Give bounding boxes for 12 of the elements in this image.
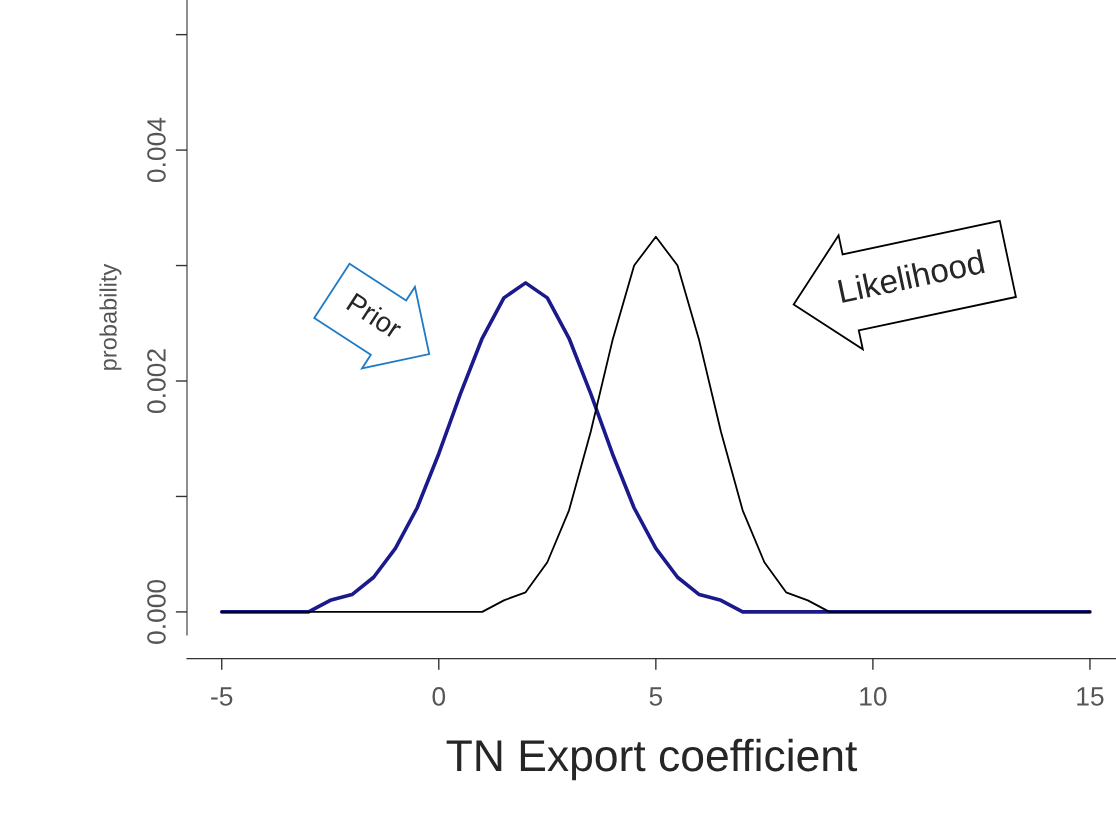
x-tick-label: 10 [860, 687, 887, 706]
x-tick-label: 0 [432, 687, 446, 706]
y-tick-label: 0.002 [147, 349, 166, 413]
y-axis-title: probability [99, 263, 122, 370]
x-tick-label: -5 [211, 687, 233, 706]
annotation: Likelihood [837, 249, 985, 304]
x-tick-label: 5 [649, 687, 663, 706]
annotation: Prior [346, 291, 405, 340]
x-axis-title: TN Export coefficient [446, 738, 858, 781]
y-tick-label: 0.000 [147, 579, 166, 644]
x-tick-label: 15 [1077, 687, 1104, 706]
y-tick-label: 0.004 [147, 117, 166, 183]
